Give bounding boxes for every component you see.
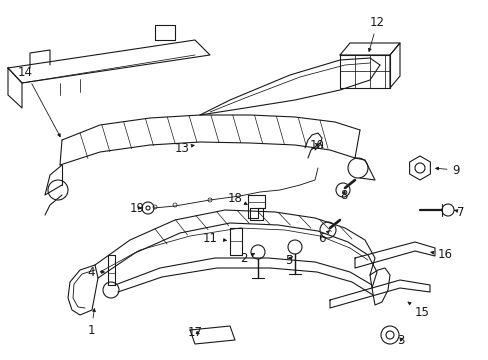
Text: 5: 5 — [285, 253, 292, 266]
Text: 10: 10 — [309, 139, 324, 152]
Text: 12: 12 — [367, 15, 384, 51]
Text: 11: 11 — [203, 231, 226, 244]
Text: 3: 3 — [397, 333, 404, 346]
Text: 4: 4 — [87, 266, 104, 279]
Text: 6: 6 — [317, 231, 328, 244]
Text: 16: 16 — [430, 248, 452, 261]
Text: 8: 8 — [339, 189, 346, 202]
Text: 9: 9 — [435, 163, 459, 176]
Text: 7: 7 — [454, 206, 464, 219]
Text: 19: 19 — [130, 202, 145, 215]
Text: 13: 13 — [175, 141, 194, 154]
Text: 1: 1 — [87, 309, 95, 337]
Text: 2: 2 — [240, 252, 254, 265]
Text: 18: 18 — [227, 192, 246, 204]
Text: 17: 17 — [187, 325, 203, 338]
Text: 14: 14 — [18, 66, 60, 137]
Text: 15: 15 — [407, 302, 429, 319]
